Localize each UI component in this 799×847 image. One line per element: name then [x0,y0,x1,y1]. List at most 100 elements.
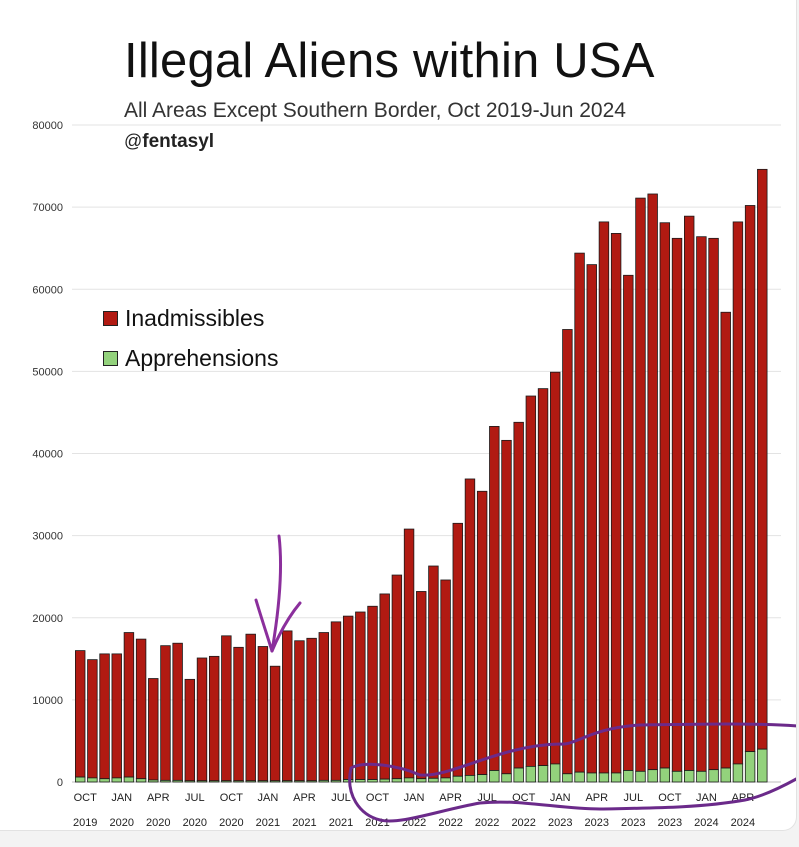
y-tick-label: 60000 [32,284,63,296]
hand-drawn-annotations [254,534,796,823]
bar-apprehensions [330,779,342,783]
bar-apprehensions [172,779,183,783]
bar-inadmissibles [550,371,561,765]
bar-inadmissibles [184,678,196,782]
bar-inadmissibles [148,678,159,781]
bar-apprehensions [757,748,768,783]
bar-inadmissibles [160,645,171,781]
bar-inadmissibles [525,395,537,767]
bar-inadmissibles [647,193,658,771]
handle-name: fentasyl [142,131,215,152]
chart-subtitle: All Areas Except Southern Border, Oct 20… [124,99,626,122]
bar-apprehensions [282,780,293,783]
bar-inadmissibles [708,237,719,771]
bar-apprehensions [160,779,171,783]
bar-apprehensions [428,777,439,783]
bar-apprehensions [355,779,366,783]
bar-apprehensions [318,779,330,783]
arrow-head [254,598,302,653]
bar-apprehensions [196,780,208,783]
bar-apprehensions [501,773,512,783]
x-tick-year: 2021 [292,817,316,829]
bar-apprehensions [708,769,719,783]
y-tick-label: 40000 [32,449,63,461]
y-tick-label: 70000 [32,202,63,214]
x-tick-month: OCT [74,792,98,804]
bar-inadmissibles [659,222,671,769]
x-tick-month: JUL [331,792,351,804]
bar-inadmissibles [257,646,269,782]
bar-inadmissibles [720,311,731,769]
bar-inadmissibles [671,237,683,772]
bar-apprehensions [647,769,658,783]
arrow-shaft [270,534,283,653]
bar-inadmissibles [623,274,634,771]
bar-apprehensions [489,770,500,783]
bar-inadmissibles [123,632,135,778]
bar-inadmissibles [172,642,183,781]
x-tick-year: 2022 [511,817,535,829]
bar-apprehensions [123,776,135,783]
x-tick-month: APR [439,792,462,804]
bar-apprehensions [452,775,463,783]
bar-apprehensions [598,772,610,783]
bar-apprehensions [294,780,305,783]
bar-inadmissibles [513,421,524,769]
bar-inadmissibles [684,215,695,771]
x-tick-month: JUL [624,792,644,804]
bar-apprehensions [440,777,451,783]
x-tick-year: 2019 [73,817,97,829]
legend-item-inadmissibles: Inadmissibles [103,298,278,338]
x-tick-month: JAN [696,792,717,804]
x-tick-year: 2024 [731,817,755,829]
bar-apprehensions [537,765,549,783]
chart-title: Illegal Aliens within USA [124,34,655,88]
x-tick-month: JAN [111,792,132,804]
legend-swatch-inadmissibles [103,310,118,326]
bar-inadmissibles [452,522,463,777]
x-tick-month: APR [585,792,608,804]
bar-series [75,168,768,783]
x-tick-year: 2023 [658,817,682,829]
bar-inadmissibles [306,637,317,782]
bar-inadmissibles [355,611,366,780]
bar-apprehensions [379,778,390,783]
bar-apprehensions [550,763,561,783]
legend-label-inadmissibles: Inadmissibles [125,304,265,331]
legend-swatch-apprehensions [103,350,118,366]
bar-apprehensions [684,770,695,783]
bar-inadmissibles [196,657,208,782]
x-tick-year: 2023 [548,817,572,829]
bar-apprehensions [75,776,86,783]
bar-inadmissibles [391,574,403,780]
bar-inadmissibles [428,565,439,779]
bar-apprehensions [513,767,524,783]
bar-apprehensions [245,780,256,783]
bar-apprehensions [659,767,671,783]
bar-apprehensions [135,778,147,783]
y-tick-label: 20000 [32,613,63,625]
bar-inadmissibles [610,233,622,774]
x-tick-year: 2020 [109,817,133,829]
y-tick-label: 10000 [32,695,63,707]
stacked-bar-chart: 0 10000 20000 30000 40000 50000 60000 70000 8000… [32,120,796,829]
bar-apprehensions [111,777,122,783]
y-axis: 0 10000 20000 30000 40000 50000 60000 70000 8000… [32,120,63,789]
bar-apprehensions [257,780,269,783]
x-tick-month: OCT [658,792,682,804]
bar-inadmissibles [403,528,415,779]
bar-inadmissibles [464,478,476,776]
bar-apprehensions [623,770,634,783]
x-tick-year: 2021 [256,817,280,829]
bar-inadmissibles [75,650,86,778]
x-tick-month: JAN [550,792,571,804]
x-tick-year: 2023 [621,817,645,829]
y-tick-label: 30000 [32,531,63,543]
bar-inadmissibles [744,205,756,753]
legend-label-apprehensions: Apprehensions [125,344,279,371]
bar-inadmissibles [501,439,512,775]
bar-apprehensions [586,772,597,783]
x-tick-year: 2020 [146,817,170,829]
bar-inadmissibles [537,388,549,766]
bar-inadmissibles [208,655,220,782]
